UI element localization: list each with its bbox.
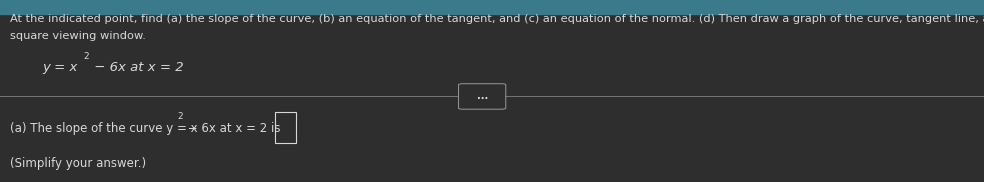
Text: 2: 2 [177, 112, 183, 121]
Text: At the indicated point, find (a) the slope of the curve, (b) an equation of the : At the indicated point, find (a) the slo… [10, 14, 984, 24]
Text: (Simplify your answer.): (Simplify your answer.) [10, 157, 146, 170]
Text: 2: 2 [84, 52, 90, 61]
Text: y = x: y = x [42, 61, 78, 74]
Text: − 6x at x = 2 is: − 6x at x = 2 is [184, 122, 280, 135]
Text: square viewing window.: square viewing window. [10, 31, 146, 41]
Text: (a) The slope of the curve y = x: (a) The slope of the curve y = x [10, 122, 198, 135]
Text: ...: ... [476, 92, 488, 101]
FancyBboxPatch shape [459, 84, 506, 109]
Bar [0, 0, 984, 14]
Bar [275, 112, 296, 143]
Text: − 6x at x = 2: − 6x at x = 2 [90, 61, 183, 74]
